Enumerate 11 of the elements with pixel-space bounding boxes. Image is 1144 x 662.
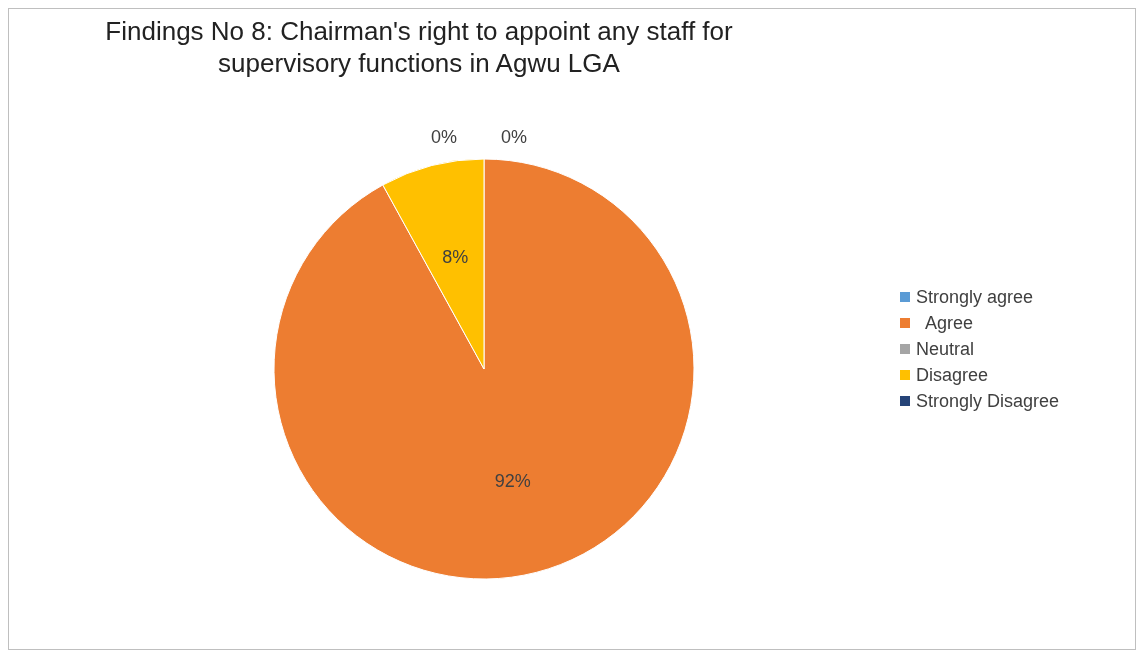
- text: 0%: [500, 127, 528, 147]
- text: 0%: [430, 127, 458, 147]
- legend-label: Strongly Disagree: [915, 390, 1059, 413]
- data-label: 92%: [494, 470, 531, 491]
- legend-label: Disagree: [915, 364, 988, 387]
- legend-label: Strongly agree: [915, 286, 1033, 309]
- legend-label: Neutral: [915, 338, 974, 361]
- pie-slice: [273, 158, 695, 580]
- legend-label: Agree: [923, 312, 973, 335]
- data-label: 8%: [442, 247, 469, 268]
- chart-title: Findings No 8: Chairman's right to appoint any staff for supervisory functions in Agwu LGA: [104, 15, 734, 79]
